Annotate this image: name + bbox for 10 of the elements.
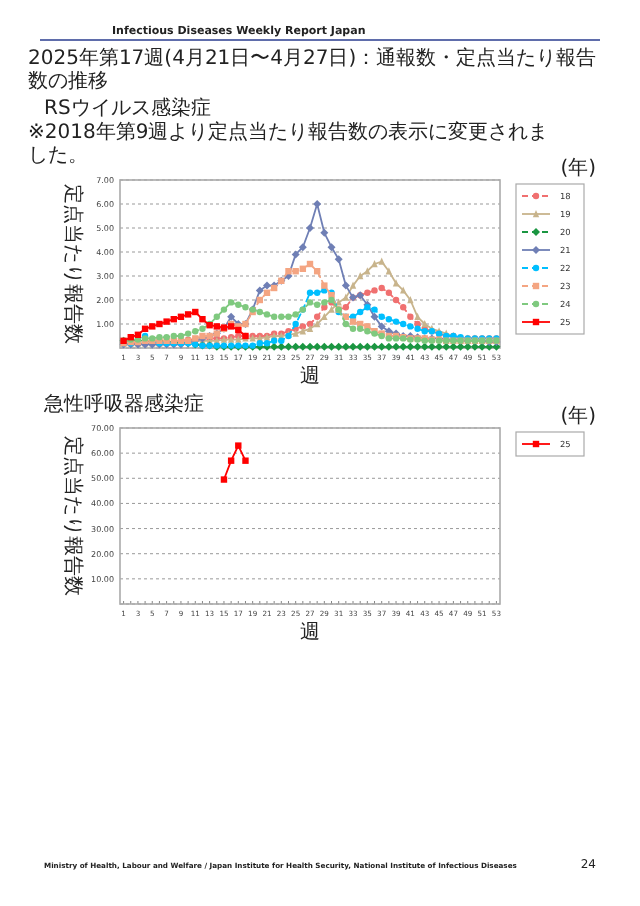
y-axis-title: 定点当たり報告数 <box>60 184 85 344</box>
y-axis-title: 定点当たり報告数 <box>60 436 85 596</box>
text: 2025年第17週(4月21日〜4月27日)：通報数・定点当たり報告数の推移 <box>28 46 597 93</box>
x-axis-title: 週 <box>300 622 320 644</box>
text: ※2018年第9週より定点当たり報告数の表示に変更されました。 <box>28 120 549 167</box>
x-axis-title: 週 <box>300 366 320 388</box>
chart-title: RSウイルス感染症 <box>44 96 211 120</box>
legend-title: (年) <box>560 404 597 428</box>
legend-title: (年) <box>560 156 597 180</box>
chart-title: 急性呼吸器感染症 <box>42 392 204 416</box>
